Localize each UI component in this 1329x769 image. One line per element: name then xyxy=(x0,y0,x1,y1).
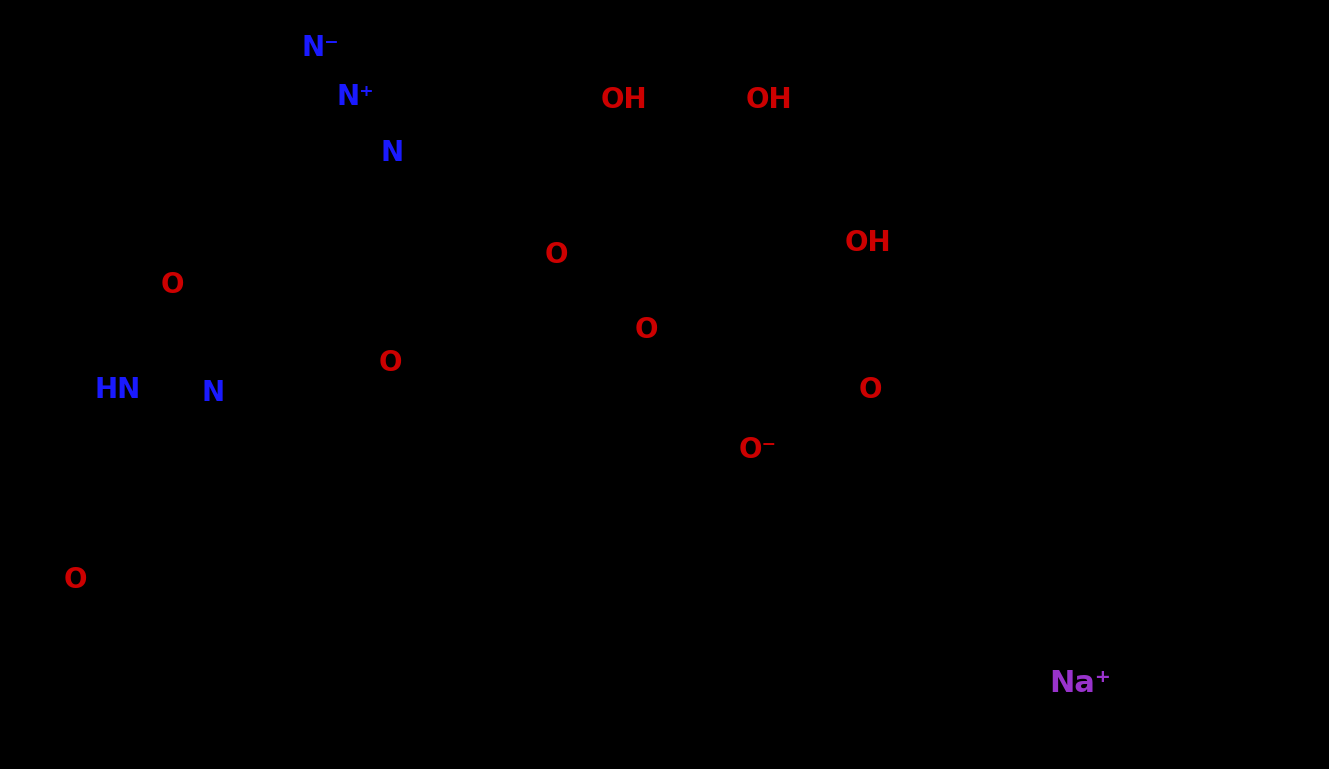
Text: O: O xyxy=(545,241,567,269)
Text: OH: OH xyxy=(746,86,792,114)
Text: N⁺: N⁺ xyxy=(336,83,373,111)
Text: OH: OH xyxy=(845,229,892,257)
Text: O: O xyxy=(634,316,658,344)
Text: O⁻: O⁻ xyxy=(739,436,777,464)
Text: Na⁺: Na⁺ xyxy=(1049,668,1111,697)
Text: O: O xyxy=(379,349,401,377)
Text: N: N xyxy=(202,379,225,407)
Text: O: O xyxy=(64,566,86,594)
Text: N⁻: N⁻ xyxy=(302,34,339,62)
Text: OH: OH xyxy=(601,86,647,114)
Text: HN: HN xyxy=(94,376,141,404)
Text: N: N xyxy=(380,139,404,167)
Text: O: O xyxy=(859,376,881,404)
Text: O: O xyxy=(161,271,183,299)
